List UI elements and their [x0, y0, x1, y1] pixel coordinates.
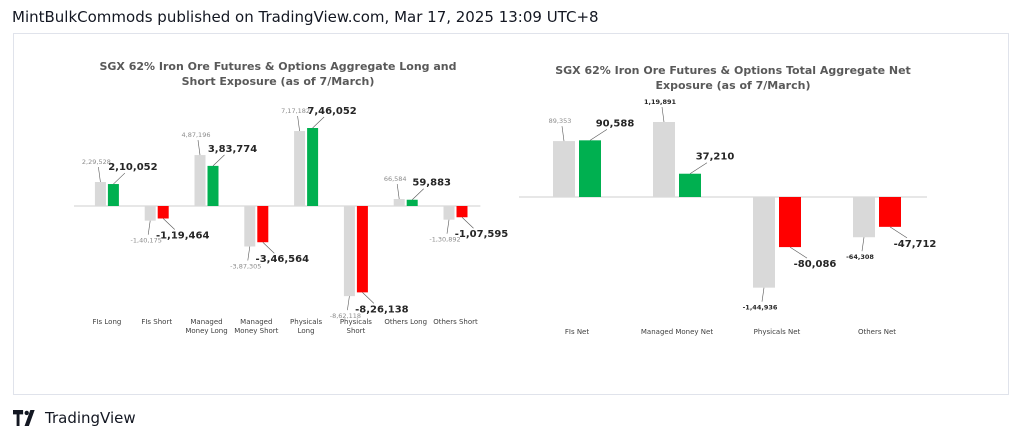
chart-1-leader-current: [362, 292, 375, 304]
chart-1-leader-previous: [197, 140, 201, 156]
chart-2-leader-previous: [561, 126, 565, 142]
chart-2-category-label: FIs Net: [565, 328, 590, 336]
chart-1-leader-previous: [347, 296, 350, 311]
chart-frame: SGX 62% Iron Ore Futures & Options Aggre…: [13, 33, 1009, 395]
chart-1-category-label: Managed: [190, 318, 222, 326]
chart-2-bar-previous: [753, 197, 775, 288]
chart-2-label-previous: 89,353: [549, 117, 572, 125]
chart-1-category-label: Others Long: [384, 318, 427, 326]
chart-2-label-current: -80,086: [794, 259, 837, 270]
chart-2-leader-previous: [761, 287, 765, 302]
chart-1-leader-current: [212, 154, 225, 167]
chart-1-bar-current: [356, 206, 368, 293]
chart-1-bar-previous: [194, 155, 206, 206]
chart-2-leader-current: [589, 129, 608, 141]
chart-1-category-label: FIs Long: [92, 318, 121, 326]
chart-1-label-current: -1,07,595: [455, 229, 509, 240]
chart-1-label-current: 7,46,052: [307, 106, 356, 117]
chart-1-leader-current: [461, 217, 474, 229]
chart-1-leader-previous: [98, 166, 101, 183]
chart-1-category-label: Others Short: [433, 318, 478, 326]
chart-2-bar-current: [879, 197, 901, 227]
chart-1-category-label: Physicals: [340, 318, 372, 326]
chart-1-leader-current: [312, 116, 325, 129]
chart-1-leader-current: [411, 188, 424, 200]
chart-1-leader-current: [162, 218, 175, 230]
chart-2-leader-current: [889, 226, 908, 239]
chart-1-category-label: Managed: [240, 318, 272, 326]
chart-1-label-previous: -3,87,305: [230, 262, 261, 270]
publisher-header: MintBulkCommods published on TradingView…: [12, 8, 599, 26]
chart-1-bar-previous: [393, 199, 405, 206]
chart-1-label-previous: 2,29,528: [82, 158, 111, 166]
chart-1-bar-previous: [94, 182, 106, 206]
footer[interactable]: TradingView: [13, 409, 136, 427]
charts-canvas: SGX 62% Iron Ore Futures & Options Aggre…: [74, 60, 937, 336]
chart-2-leader-current: [789, 246, 808, 259]
chart-1-bar-previous: [144, 206, 156, 221]
chart-1-bar-current: [207, 165, 219, 206]
chart-2-bar-current: [579, 140, 601, 197]
chart-1-label-current: 2,10,052: [108, 162, 157, 173]
chart-2-bar-current: [779, 197, 801, 248]
chart-1-bar-current: [406, 199, 418, 206]
chart-1-leader-current: [113, 172, 126, 185]
chart-2-leader-previous: [661, 106, 665, 123]
chart-1-category-label: Money Short: [234, 327, 278, 335]
chart-2-bar-previous: [553, 141, 575, 197]
chart-1-bar-current: [107, 184, 119, 206]
chart-1-label-previous: 7,17,182: [281, 107, 310, 115]
chart-2-label-current: -47,712: [894, 239, 937, 250]
chart-1-label-previous: -8,62,118: [330, 312, 361, 320]
chart-1-leader-current: [262, 242, 275, 254]
chart-1-leader-previous: [446, 219, 450, 234]
chart-1-title-line: SGX 62% Iron Ore Futures & Options Aggre…: [99, 60, 456, 73]
chart-2-label-previous: -64,308: [846, 253, 874, 261]
chart-2-label-current: 90,588: [596, 118, 635, 129]
chart-1-category-label: FIs Short: [141, 318, 172, 326]
chart-1-bar-previous: [443, 206, 455, 220]
chart-2-category-label: Others Net: [858, 328, 896, 336]
chart-1-label-previous: -1,40,175: [131, 237, 162, 245]
chart-2-bar-current: [679, 173, 701, 197]
chart-1-bar-previous: [294, 131, 306, 206]
chart-2-leader-current: [689, 162, 708, 174]
chart-1-label-current: -3,46,564: [256, 254, 310, 265]
tradingview-logo-icon: [13, 410, 35, 426]
chart-1-category-label: Money Long: [185, 327, 227, 335]
chart-1-bar-current: [257, 206, 269, 243]
chart-2-category-label: Managed Money Net: [641, 328, 713, 336]
chart-1-bar-current: [157, 206, 169, 219]
chart-1-bar-current: [307, 128, 319, 206]
chart-1-leader-previous: [147, 220, 151, 235]
chart-2-category-label: Physicals Net: [754, 328, 801, 336]
chart-1-title-line: Short Exposure (as of 7/March): [182, 75, 375, 88]
chart-1-label-previous: -1,30,892: [429, 236, 460, 244]
chart-1-bar-previous: [343, 206, 355, 297]
chart-1-label-current: 3,83,774: [208, 144, 257, 155]
chart-1-label-current: -8,26,138: [355, 304, 409, 315]
chart-1-bar-current: [456, 206, 468, 218]
chart-2-title-line: Exposure (as of 7/March): [656, 79, 811, 92]
chart-1-label-previous: 4,87,196: [182, 131, 211, 139]
chart-1-category-label: Short: [347, 327, 366, 335]
chart-1-bar-previous: [244, 206, 256, 247]
footer-brand: TradingView: [45, 409, 136, 427]
chart-1-category-label: Physicals: [290, 318, 322, 326]
chart-1-label-current: 59,883: [412, 178, 451, 189]
chart-2-label-current: 37,210: [696, 152, 735, 163]
chart-2-label-previous: -1,44,936: [743, 304, 778, 312]
chart-2-bar-previous: [653, 122, 675, 197]
chart-2-leader-previous: [861, 237, 865, 252]
chart-1-leader-previous: [297, 115, 300, 132]
chart-1-leader-previous: [396, 183, 400, 200]
chart-2-title-line: SGX 62% Iron Ore Futures & Options Total…: [555, 64, 911, 77]
chart-1-leader-previous: [247, 246, 251, 261]
chart-1-label-current: -1,19,464: [156, 230, 210, 241]
chart-1-category-label: Long: [298, 327, 315, 335]
chart-2-bar-previous: [853, 197, 875, 238]
chart-2-label-previous: 1,19,891: [644, 98, 677, 106]
chart-1-label-previous: 66,584: [384, 175, 407, 183]
